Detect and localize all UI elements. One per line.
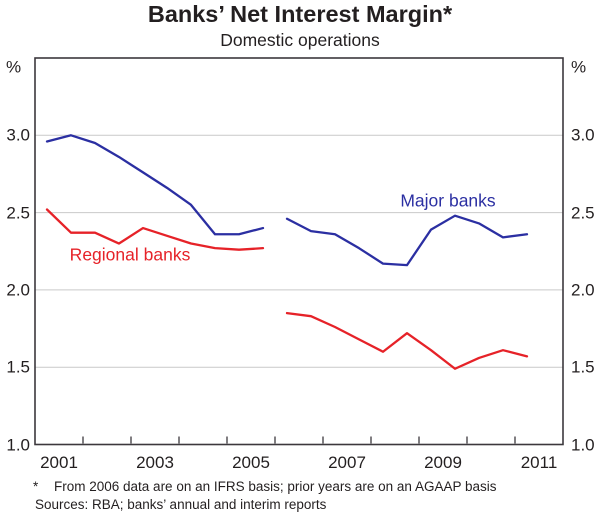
y-tick-label: 1.5 [571,357,595,377]
x-tick-label: 2009 [424,453,462,472]
y-tick-label: 1.0 [571,435,595,454]
footnote-text: From 2006 data are on an IFRS basis; pri… [54,479,497,494]
series-label-major-banks: Major banks [400,190,496,211]
y-tick-label: 1.5 [6,357,30,377]
y-tick-label: 3.0 [571,125,595,145]
plot-border [34,57,564,446]
footnote-marker: * [33,479,39,494]
y-tick-label: 2.0 [571,280,595,300]
y-axis-unit-right: % [571,57,587,77]
footnote: * From 2006 data are on an IFRS basis; pr… [33,479,593,494]
x-tick-label: 2005 [232,453,270,472]
x-tick-label: 2003 [136,453,174,472]
data-line-regional-banks [45,208,265,251]
data-line-major-banks [285,214,529,267]
data-line-major-banks [45,134,265,236]
chart-title: Banks’ Net Interest Margin* [147,1,453,27]
x-tick-label: 2007 [328,453,366,472]
y-tick-label: 1.0 [6,435,30,454]
x-tick-label: 2011 [520,453,558,472]
x-tick-label: 2001 [40,453,78,472]
y-axis-unit-left: % [6,57,22,77]
sources-note: Sources: RBA; banks’ annual and interim … [35,497,327,512]
y-tick-label: 2.5 [6,203,30,223]
y-tick-label: 2.5 [571,203,595,223]
y-tick-label: 3.0 [6,125,30,145]
y-tick-label: 2.0 [6,280,30,300]
data-line-regional-banks [285,311,529,370]
chart-subtitle: Domestic operations [220,30,380,50]
series-label-regional-banks: Regional banks [69,244,191,265]
